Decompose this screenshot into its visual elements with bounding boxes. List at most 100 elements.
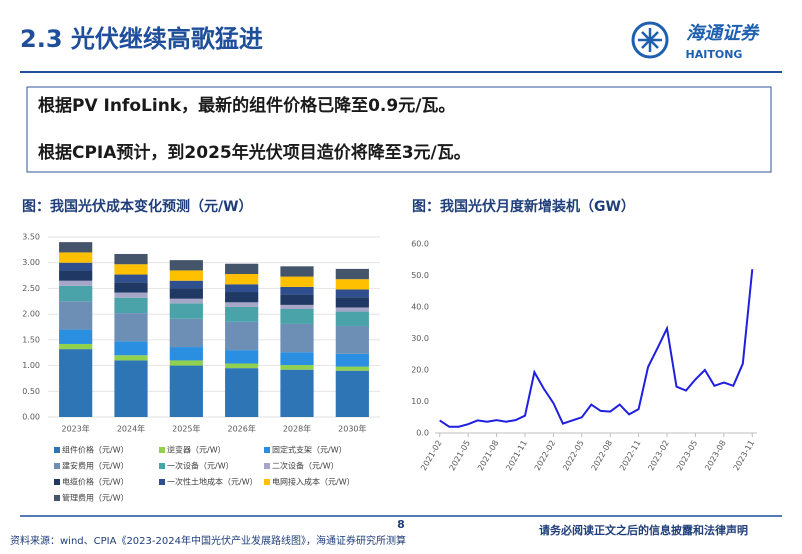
x-tick-label: 2028年 [283, 424, 311, 434]
bar-segment [169, 270, 203, 281]
logo-en: HAITONG [686, 48, 743, 61]
bar-segment [335, 279, 369, 290]
y-tick-label: 2.50 [22, 284, 40, 293]
bar-segment [280, 365, 314, 370]
x-tick-label: 2024年 [117, 424, 145, 434]
bar-segment [59, 242, 93, 253]
bar-segment [280, 266, 314, 277]
y-tick-label: 60.0 [411, 240, 429, 249]
legend-label: 一次性土地成本（元/W） [167, 477, 258, 487]
legend-label: 管理费用（元/W） [62, 493, 129, 503]
bar-segment [335, 366, 369, 371]
bar-segment [335, 311, 369, 326]
legend-swatch [159, 447, 165, 453]
bar-segment [280, 304, 314, 309]
bar-segment [114, 292, 148, 298]
summary-line: 根据PV InfoLink，最新的组件价格已降至0.9元/瓦。 [38, 95, 455, 116]
legend-swatch [264, 447, 270, 453]
bar-segment [225, 292, 259, 303]
bar-segment [59, 349, 93, 417]
bar-segment [169, 260, 203, 271]
bar-segment [59, 270, 93, 281]
y-tick-label: 20.0 [411, 366, 429, 375]
y-tick-label: 0.50 [22, 387, 40, 396]
bar-segment [59, 285, 93, 302]
bar-segment [225, 368, 259, 417]
bar-segment [169, 303, 203, 319]
legend-swatch [159, 479, 165, 485]
chart-title: 图：我国光伏成本变化预测（元/W） [22, 198, 253, 215]
y-tick-label: 3.00 [22, 258, 40, 267]
slide-title: 2.3 光伏继续高歌猛进 [20, 25, 263, 53]
bar-segment [225, 306, 259, 322]
line-series [439, 269, 754, 428]
y-tick-label: 3.50 [22, 233, 40, 242]
bar-segment [59, 301, 93, 330]
summary-line: 根据CPIA预计，到2025年光伏项目造价将降至3元/瓦。 [38, 142, 471, 163]
bar-segment [169, 298, 203, 304]
x-tick-label: 2025年 [172, 424, 200, 434]
legend-label: 电网接入成本（元/W） [272, 477, 355, 487]
legend-swatch [264, 463, 270, 469]
footer-source: 资料来源：wind、CPIA《2023-2024年中国光伏产业发展路线图》，海通… [10, 534, 406, 547]
summary-box [26, 86, 772, 173]
legend-label: 固定式支架（元/W） [272, 445, 347, 455]
bar-segment [280, 286, 314, 295]
y-tick-label: 2.00 [22, 310, 40, 319]
legend-swatch [264, 479, 270, 485]
bar-segment [59, 329, 93, 344]
bar-segment [280, 276, 314, 287]
legend-swatch [54, 479, 60, 485]
legend-label: 电缆价格（元/W） [62, 477, 129, 487]
y-tick-label: 50.0 [411, 271, 429, 280]
y-tick-label: 30.0 [411, 334, 429, 343]
legend-swatch [54, 447, 60, 453]
y-tick-label: 10.0 [411, 397, 429, 406]
bar-segment [335, 297, 369, 308]
bar-segment [59, 252, 93, 263]
bar-segment [335, 370, 369, 417]
bar-segment [59, 262, 93, 271]
logo-cn: 海通证券 [686, 23, 760, 44]
y-tick-label: 0.00 [22, 413, 40, 422]
page-number: 8 [397, 518, 405, 531]
y-tick-label: 40.0 [411, 303, 429, 312]
bar-segment [114, 355, 148, 361]
bar-segment [114, 264, 148, 275]
bar-segment [114, 274, 148, 283]
legend-swatch [159, 463, 165, 469]
bar-segment [169, 318, 203, 348]
legend-swatch [54, 463, 60, 469]
legend-label: 组件价格（元/W） [62, 445, 129, 455]
bar-segment [114, 341, 148, 356]
legend-swatch [54, 495, 60, 501]
bar-segment [114, 313, 148, 342]
bar-segment [335, 325, 369, 354]
bar-segment [59, 280, 93, 286]
chart-title: 图：我国光伏月度新增装机（GW） [412, 198, 635, 215]
bar-segment [114, 360, 148, 417]
bar-segment [114, 297, 148, 314]
bar-segment [335, 353, 369, 367]
bar-segment [280, 352, 314, 366]
y-tick-label: 1.00 [22, 361, 40, 370]
bar-segment [225, 350, 259, 364]
bar-segment [280, 323, 314, 353]
x-tick-label: 2023年 [61, 424, 89, 434]
bar-segment [169, 280, 203, 289]
bar-segment [169, 360, 203, 366]
bar-segment [225, 263, 259, 275]
bar-segment [335, 289, 369, 298]
footer-disclaimer: 请务必阅读正文之后的信息披露和法律声明 [539, 523, 748, 537]
logo-icon-inner [638, 28, 662, 52]
bar-segment [59, 343, 93, 350]
bar-segment [169, 288, 203, 299]
bar-segment [225, 302, 259, 307]
bar-segment [169, 347, 203, 361]
bar-segment [280, 309, 314, 324]
legend-label: 一次设备（元/W） [167, 461, 234, 471]
bar-segment [280, 369, 314, 417]
bar-segment [225, 284, 259, 293]
y-tick-label: 0.0 [416, 429, 429, 438]
